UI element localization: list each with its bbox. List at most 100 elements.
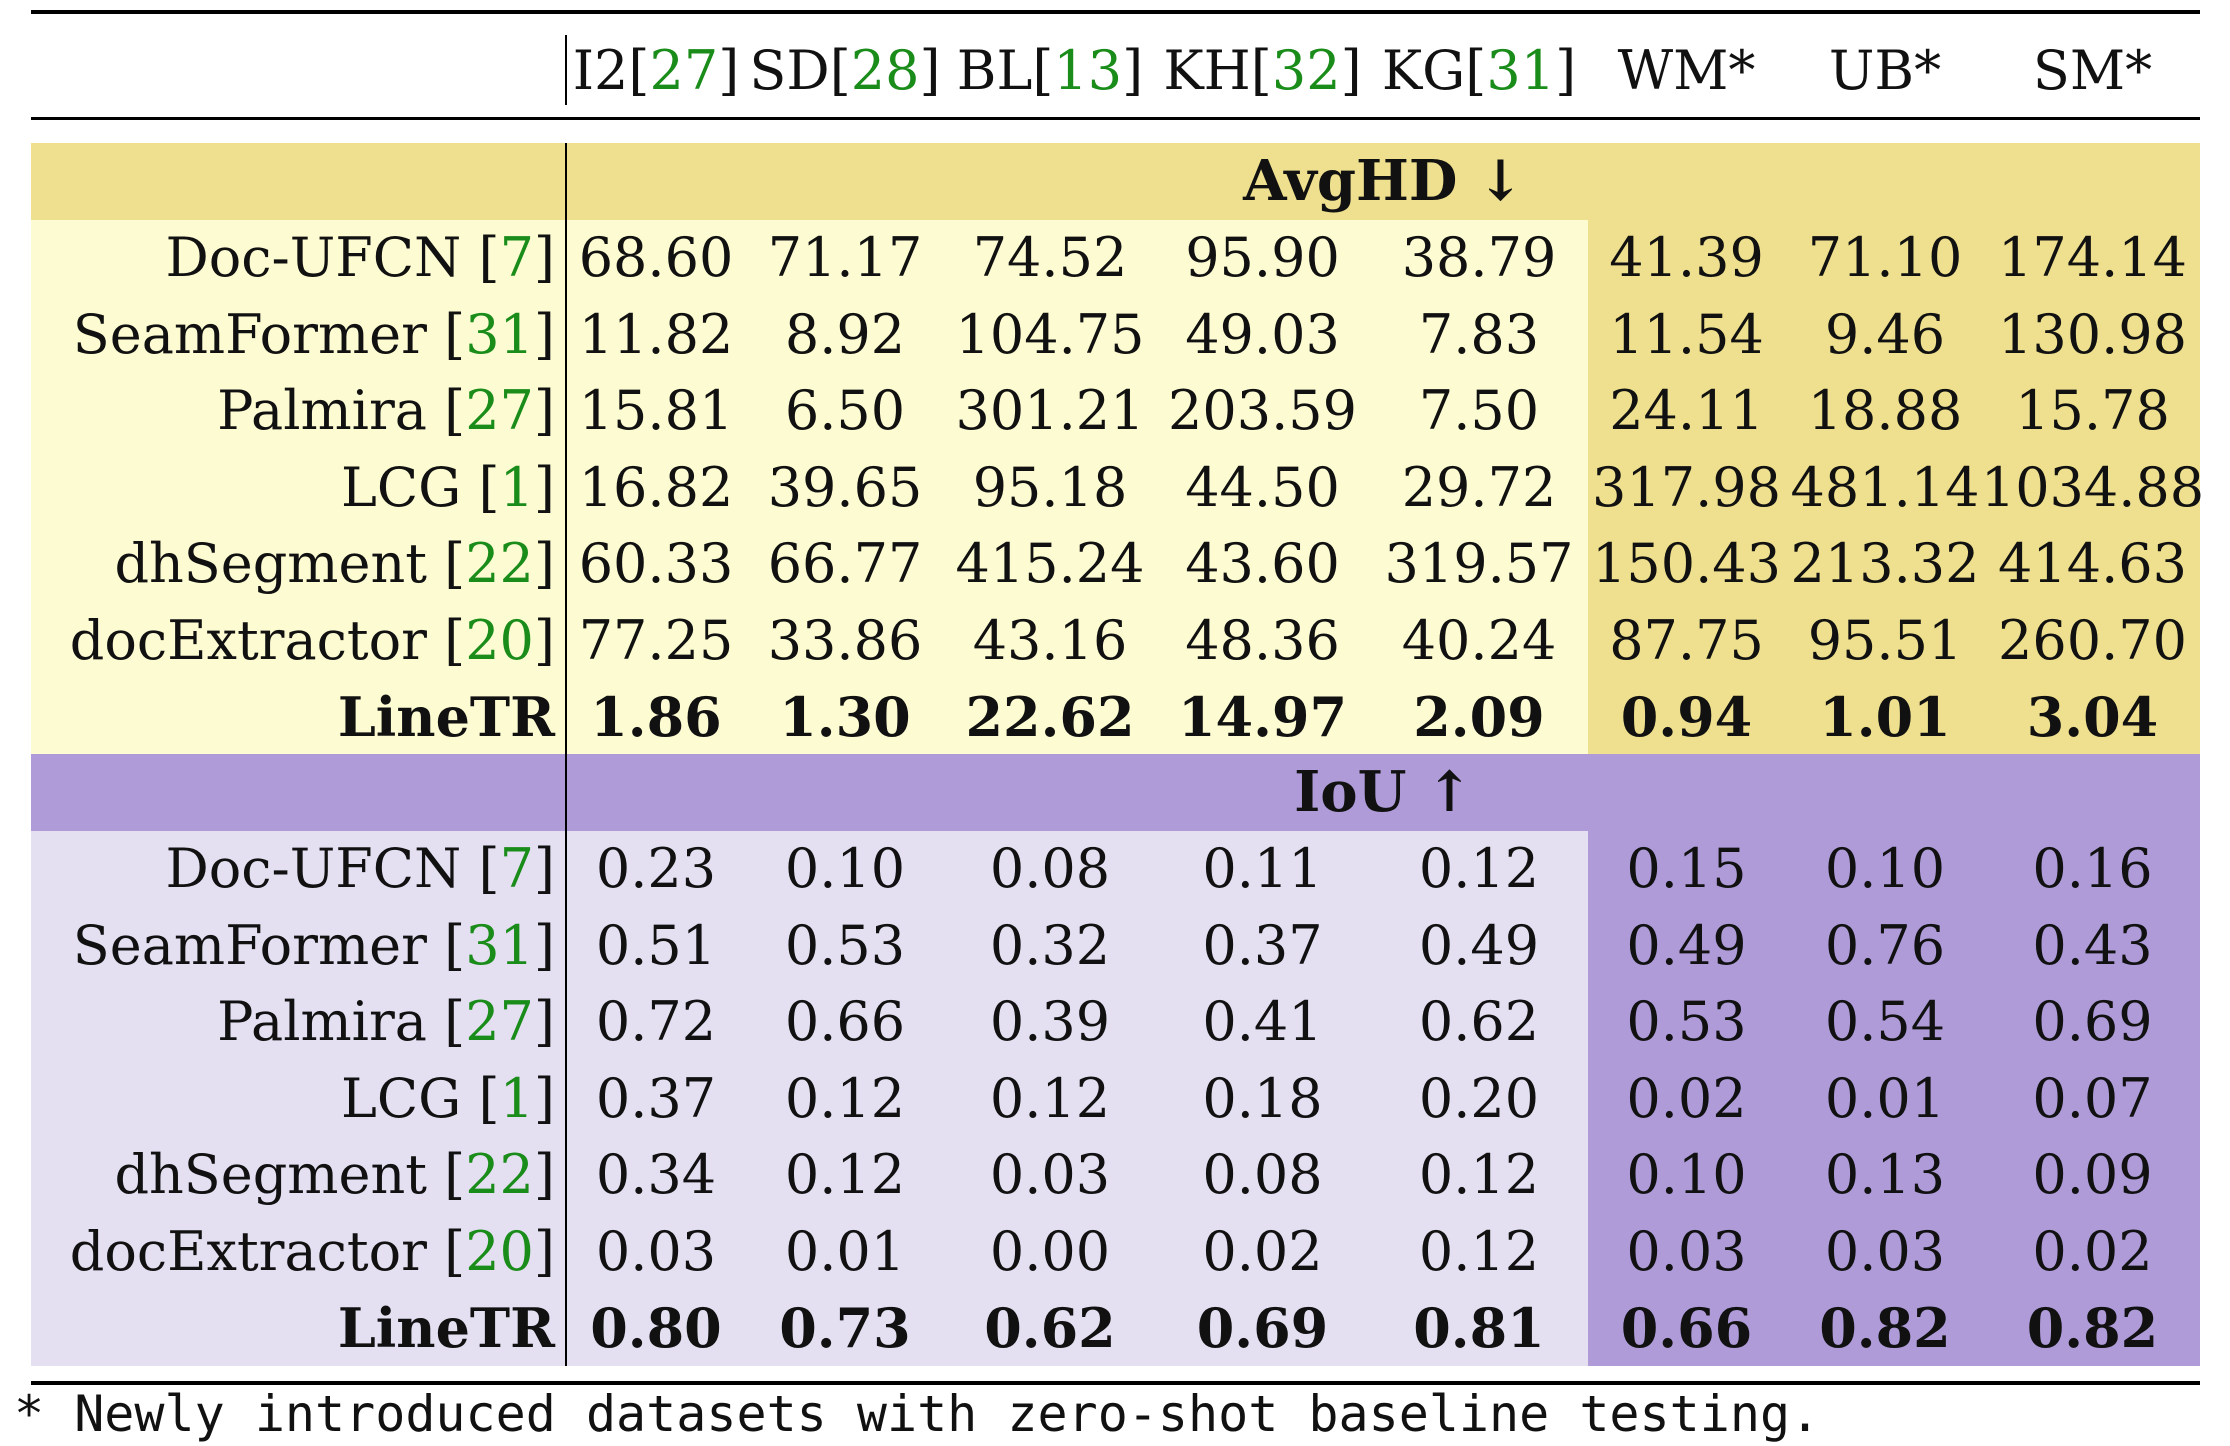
bracket-open: [ <box>444 379 466 443</box>
method-name: Doc-UFCN <box>165 837 462 901</box>
bracket-close: ] <box>533 837 555 901</box>
header-rule <box>31 117 2200 120</box>
column-header-kg: KG[31] <box>1370 32 1588 108</box>
column-citation: 13 <box>1053 38 1123 102</box>
value-cell: 8.92 <box>784 302 906 366</box>
value-cell: 7.83 <box>1418 302 1540 366</box>
value-cell: 0.02 <box>1626 1066 1747 1130</box>
value-cell: 0.49 <box>1418 913 1540 977</box>
value-cell: 0.72 <box>595 990 717 1054</box>
bracket-open: [ <box>444 1219 466 1283</box>
method-label: SeamFormer [31] <box>31 296 565 373</box>
value-cell: 1.86 <box>590 684 722 749</box>
value-cell: 0.10 <box>1824 837 1946 901</box>
column-name: KG <box>1381 38 1466 102</box>
value-cell: 24.11 <box>1609 379 1764 443</box>
value-cell: 0.32 <box>989 913 1111 977</box>
method-label: Palmira [27] <box>31 373 565 450</box>
bracket-close: ] <box>533 1219 555 1283</box>
value-cell: 0.53 <box>784 913 906 977</box>
value-cell: 0.62 <box>1418 990 1540 1054</box>
method-citation: 20 <box>465 1219 534 1283</box>
value-cell: 3.04 <box>2026 684 2159 749</box>
value-cell: 15.78 <box>2015 379 2170 443</box>
value-cell: 0.81 <box>1413 1295 1545 1360</box>
value-cell: 0.15 <box>1626 837 1747 901</box>
value-cell: 0.11 <box>1202 837 1323 901</box>
value-cell: 43.60 <box>1185 532 1340 596</box>
header-divider <box>565 35 567 105</box>
table-footnote: * Newly introduced datasets with zero-sh… <box>14 1385 1821 1443</box>
method-citation: 7 <box>499 226 534 290</box>
value-cell: 0.39 <box>989 990 1111 1054</box>
value-cell: 0.73 <box>779 1295 911 1360</box>
spacer <box>427 914 444 977</box>
value-cell: 49.03 <box>1185 302 1340 366</box>
column-citation: 27 <box>649 38 719 102</box>
spacer <box>461 456 478 519</box>
value-cell: 0.12 <box>784 1143 906 1207</box>
spacer <box>461 837 478 900</box>
bracket-close: ] <box>1122 38 1144 102</box>
value-cell: 104.75 <box>955 302 1145 366</box>
value-cell: 7.50 <box>1418 379 1540 443</box>
method-name: LCG <box>340 1066 462 1130</box>
spacer <box>427 609 444 672</box>
method-citation: 22 <box>465 1143 534 1207</box>
section-divider <box>565 143 567 755</box>
column-header-kh: KH[32] <box>1155 32 1370 108</box>
value-cell: 0.37 <box>1202 913 1323 977</box>
section-body-light <box>31 830 1588 1366</box>
column-header-i2: I2[27] <box>567 32 745 108</box>
value-cell: 0.12 <box>1418 1143 1540 1207</box>
column-header-bl: BL[13] <box>945 32 1155 108</box>
value-cell: 0.10 <box>1626 1143 1747 1207</box>
column-header-ub-star: UB* <box>1785 32 1985 108</box>
value-cell: 16.82 <box>578 455 734 519</box>
value-cell: 18.88 <box>1807 379 1963 443</box>
method-name: dhSegment <box>114 532 427 596</box>
method-name: SeamFormer <box>72 913 427 977</box>
value-cell: 0.54 <box>1824 990 1946 1054</box>
bracket-close: ] <box>533 1143 555 1207</box>
value-cell: 11.82 <box>578 302 734 366</box>
value-cell: 0.01 <box>784 1219 906 1283</box>
column-name: WM* <box>1617 38 1756 102</box>
section-body-light <box>31 219 1588 755</box>
value-cell: 74.52 <box>972 226 1128 290</box>
section-divider <box>565 754 567 1366</box>
value-cell: 0.00 <box>989 1219 1111 1283</box>
method-name: docExtractor <box>69 608 427 672</box>
value-cell: 319.57 <box>1384 532 1574 596</box>
method-label: dhSegment [22] <box>31 526 565 603</box>
value-cell: 0.53 <box>1626 990 1747 1054</box>
value-cell: 0.10 <box>784 837 906 901</box>
value-cell: 0.66 <box>784 990 906 1054</box>
value-cell: 0.16 <box>2032 837 2153 901</box>
method-label: LineTR <box>31 1290 565 1367</box>
bracket-open: [ <box>1032 38 1054 102</box>
spacer <box>427 1220 444 1283</box>
value-cell: 0.12 <box>989 1066 1111 1130</box>
spacer <box>461 226 478 289</box>
bracket-close: ] <box>1340 38 1362 102</box>
value-cell: 0.03 <box>1626 1219 1747 1283</box>
bracket-open: [ <box>444 1143 466 1207</box>
section-header-band <box>31 143 2200 220</box>
value-cell: 0.82 <box>2026 1295 2159 1360</box>
bracket-close: ] <box>533 532 555 596</box>
section-title: IoU ↑ <box>1294 759 1473 826</box>
value-cell: 0.03 <box>1824 1219 1946 1283</box>
bracket-close: ] <box>533 302 555 366</box>
value-cell: 0.12 <box>784 1066 906 1130</box>
value-cell: 0.13 <box>1824 1143 1946 1207</box>
value-cell: 174.14 <box>1998 226 2187 290</box>
method-name: docExtractor <box>69 1219 427 1283</box>
value-cell: 0.62 <box>984 1295 1116 1360</box>
column-name: I2 <box>572 38 629 102</box>
bracket-close: ] <box>919 38 941 102</box>
value-cell: 150.43 <box>1592 532 1781 596</box>
value-cell: 317.98 <box>1592 455 1781 519</box>
spacer <box>427 1143 444 1206</box>
method-label: Doc-UFCN [7] <box>31 831 565 908</box>
